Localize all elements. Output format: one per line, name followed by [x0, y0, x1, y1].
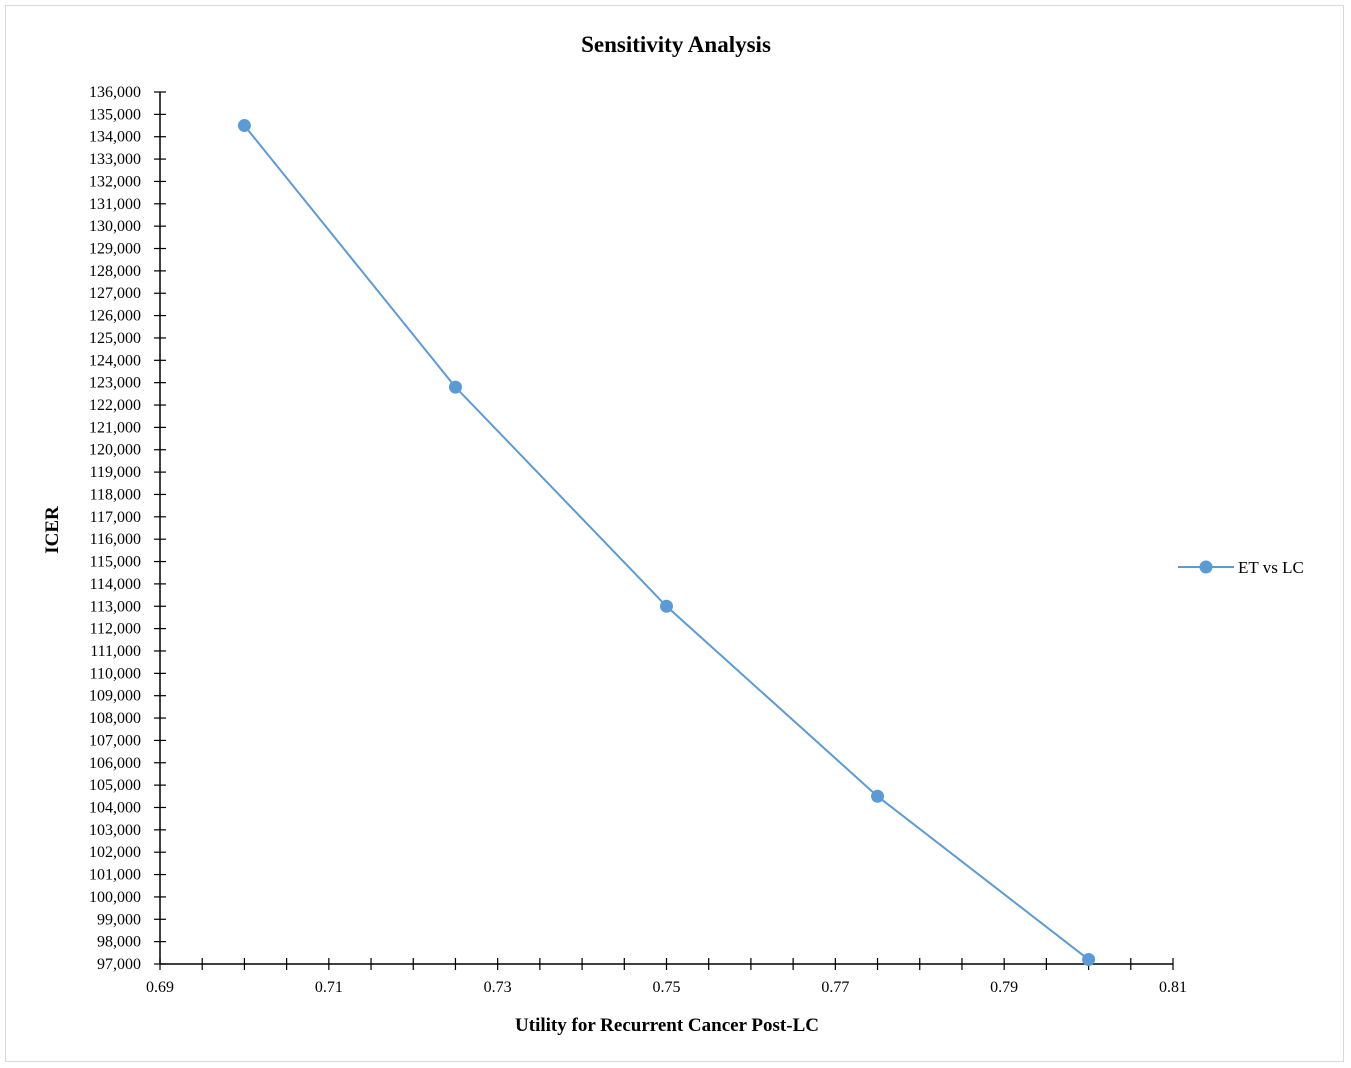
- y-tick-label: 108,000: [89, 710, 141, 727]
- y-tick-label: 135,000: [89, 106, 141, 123]
- y-tick-label: 136,000: [89, 84, 141, 101]
- y-tick-label: 120,000: [89, 442, 141, 459]
- y-tick-label: 123,000: [89, 375, 141, 392]
- y-tick-label: 117,000: [90, 509, 141, 526]
- y-tick-label: 128,000: [89, 263, 141, 280]
- y-tick-label: 121,000: [89, 419, 141, 436]
- y-tick-label: 99,000: [97, 911, 141, 928]
- x-tick-label: 0.73: [484, 979, 512, 996]
- legend-label: ET vs LC: [1238, 558, 1304, 577]
- series-line-0: [243, 124, 1090, 961]
- y-tick-label: 101,000: [89, 867, 141, 884]
- y-tick-label: 116,000: [90, 531, 141, 548]
- y-tick-label: 113,000: [90, 598, 141, 615]
- y-tick-label: 125,000: [89, 330, 141, 347]
- chart-frame: [5, 5, 1344, 1062]
- y-tick-label: 98,000: [97, 934, 141, 951]
- y-tick-label: 130,000: [89, 218, 141, 235]
- y-tick-label: 126,000: [89, 308, 141, 325]
- y-axis-title: ICER: [42, 506, 63, 554]
- y-tick-label: 127,000: [89, 285, 141, 302]
- x-tick-label: 0.75: [653, 979, 681, 996]
- y-tick-label: 97,000: [97, 956, 141, 973]
- data-point: [237, 119, 251, 133]
- y-tick-label: 122,000: [89, 397, 141, 414]
- y-tick-label: 110,000: [90, 665, 141, 682]
- y-tick-label: 133,000: [89, 151, 141, 168]
- data-point: [871, 789, 885, 803]
- plot-area: [237, 119, 1096, 967]
- x-axis-title: Utility for Recurrent Cancer Post-LC: [515, 1015, 819, 1036]
- y-tick-label: 106,000: [89, 755, 141, 772]
- y-tick-label: 132,000: [89, 173, 141, 190]
- y-tick-label: 109,000: [89, 688, 141, 705]
- legend: ET vs LC: [1178, 558, 1304, 577]
- axes: 97,000 98,000 99,000 100,000 101,000 102,000 1…: [89, 84, 1187, 996]
- x-tick-label: 0.81: [1159, 979, 1187, 996]
- y-tick-label: 131,000: [89, 196, 141, 213]
- y-tick-label: 124,000: [89, 352, 141, 369]
- y-tick-label: 103,000: [89, 822, 141, 839]
- y-tick-label: 112,000: [90, 621, 141, 638]
- y-tick-label: 134,000: [89, 129, 141, 146]
- x-tick-label: 0.69: [146, 979, 174, 996]
- y-tick-label: 119,000: [90, 464, 141, 481]
- x-tick-label: 0.77: [821, 979, 849, 996]
- data-point: [660, 599, 673, 613]
- y-tick-label: 115,000: [90, 554, 141, 571]
- y-tick-label: 100,000: [89, 889, 141, 906]
- y-tick-label: 104,000: [89, 799, 141, 816]
- y-tick-label: 129,000: [89, 241, 141, 258]
- legend-marker-icon: [1199, 560, 1213, 574]
- y-tick-label: 111,000: [90, 643, 141, 660]
- data-point: [1082, 953, 1096, 967]
- data-point: [448, 380, 462, 394]
- x-tick-label: 0.71: [315, 979, 343, 996]
- y-tick-label: 114,000: [90, 576, 141, 593]
- y-tick-label: 107,000: [89, 732, 141, 749]
- chart-title: Sensitivity Analysis: [581, 32, 771, 57]
- y-tick-label: 105,000: [89, 777, 141, 794]
- y-tick-label: 118,000: [90, 486, 141, 503]
- x-tick-label: 0.79: [990, 979, 1018, 996]
- y-tick-label: 102,000: [89, 844, 141, 861]
